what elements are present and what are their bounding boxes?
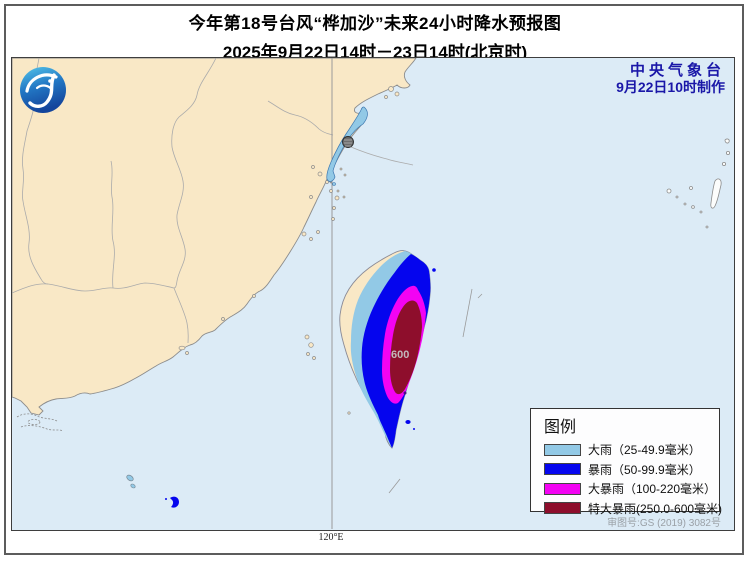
legend-label-dabaoyu: 大暴雨（100-220毫米） bbox=[588, 482, 717, 497]
logo-dragon-eye bbox=[48, 79, 52, 83]
legend-row-dayu: 大雨（25-49.9毫米） bbox=[544, 440, 719, 460]
legend-title: 图例 bbox=[544, 419, 577, 436]
outer-frame bbox=[4, 4, 744, 555]
legend-row-tedabaoyu: 特大暴雨(250.0-600毫米) bbox=[544, 499, 723, 519]
legend: 图例 大雨（25-49.9毫米） 暴雨（50-99.9毫米） 大暴雨（100-2… bbox=[530, 408, 722, 516]
contour-label-600: 600 bbox=[391, 349, 409, 361]
sea-boundary-lines bbox=[388, 288, 483, 494]
legend-label-tedabaoyu: 特大暴雨(250.0-600毫米) bbox=[588, 501, 723, 516]
agency-block: 中央气象台 9月22日10时制作 bbox=[616, 62, 725, 96]
islet-lightblue bbox=[332, 182, 336, 186]
agency-name: 中央气象台 bbox=[629, 62, 725, 79]
mainland-coastline bbox=[12, 58, 417, 416]
legend-label-baoyu: 暴雨（50-99.9毫米） bbox=[588, 462, 701, 477]
page-title: 今年第18号台风“桦加沙”未来24小时降水预报图 bbox=[188, 14, 562, 33]
legend-swatch-dayu bbox=[544, 443, 581, 456]
legend-swatch-tedabaoyu bbox=[544, 502, 581, 515]
southwest-sea-islands bbox=[126, 474, 179, 508]
legend-swatch-dabaoyu bbox=[544, 482, 581, 495]
coastal-islands bbox=[178, 86, 400, 415]
legend-swatch-baoyu bbox=[544, 463, 581, 476]
logo-dragon-swirl bbox=[25, 73, 58, 108]
rain-band-dayu-zhoushan bbox=[326, 106, 368, 182]
legend-row-dabaoyu: 大暴雨（100-220毫米） bbox=[544, 479, 719, 499]
issue-time: 9月22日10时制作 bbox=[616, 79, 725, 95]
rain-band-tedabaoyu-taiwan bbox=[390, 300, 422, 395]
city-marker bbox=[342, 136, 354, 148]
cma-logo bbox=[19, 66, 67, 114]
meridian-label: 120°E bbox=[318, 532, 344, 543]
legend-row-baoyu: 暴雨（50-99.9毫米） bbox=[544, 460, 719, 480]
dashed-islets bbox=[16, 413, 64, 432]
title-block: 今年第18号台风“桦加沙”未来24小时降水预报图 2025年9月22日14时－2… bbox=[0, 9, 750, 63]
offshore-islands-taiwan bbox=[403, 268, 436, 430]
map-license-number: 审图号:GS (2019) 3082号 bbox=[607, 518, 721, 529]
legend-label-dayu: 大雨（25-49.9毫米） bbox=[588, 443, 701, 458]
ryukyu-islands bbox=[666, 138, 731, 229]
